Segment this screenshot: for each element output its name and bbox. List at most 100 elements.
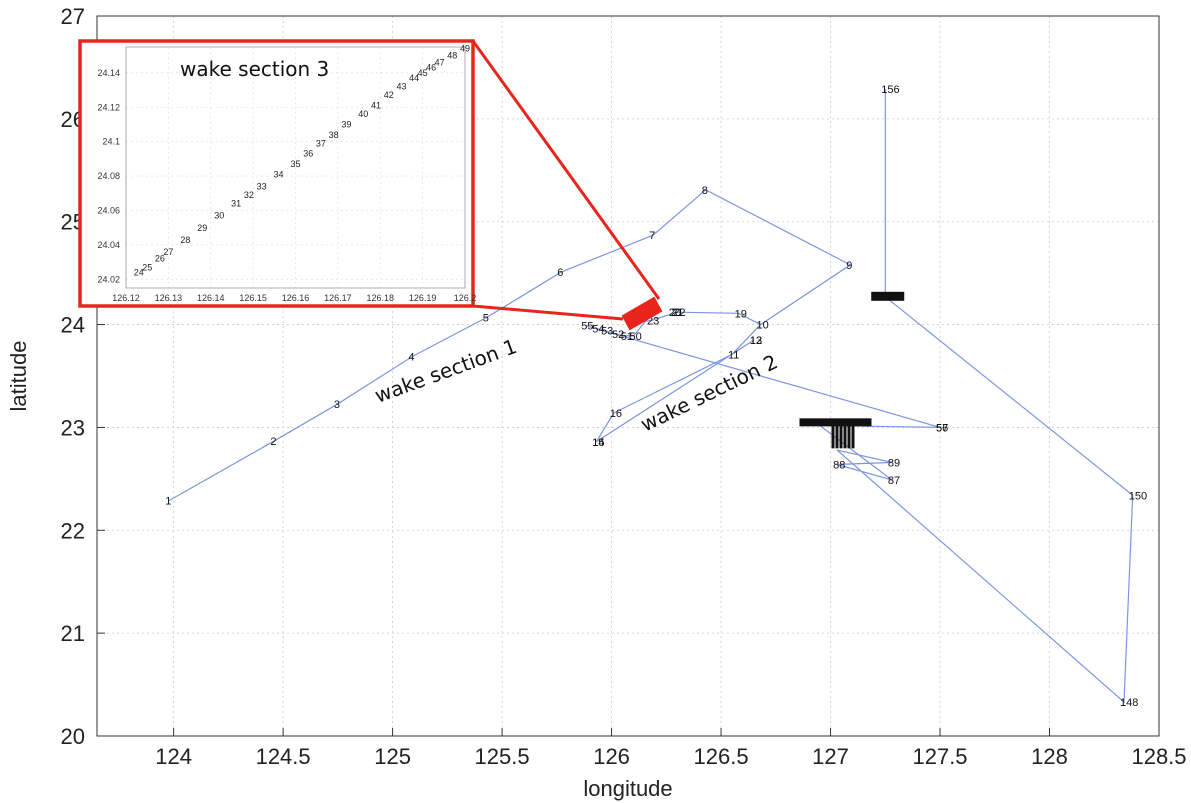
inset-x-tick-label: 126.13 bbox=[155, 293, 183, 303]
point-label: 9 bbox=[846, 260, 852, 272]
x-tick-label: 124.5 bbox=[256, 744, 311, 769]
inset-point-label: 33 bbox=[257, 181, 267, 191]
y-tick-label: 23 bbox=[61, 415, 85, 440]
x-axis-title: longitude bbox=[583, 776, 672, 801]
inset-x-tick-label: 126.18 bbox=[366, 293, 394, 303]
cluster-bar bbox=[851, 422, 855, 449]
point-label: 8 bbox=[702, 185, 708, 197]
trajectory-line bbox=[169, 89, 1134, 704]
point-label: 54 bbox=[592, 324, 604, 336]
inset-x-tick-label: 126.19 bbox=[409, 293, 437, 303]
y-axis-title: latitude bbox=[6, 341, 31, 412]
inset-point-label: 38 bbox=[329, 130, 339, 140]
inset-point-label: 29 bbox=[197, 223, 207, 233]
point-label: 19 bbox=[735, 308, 747, 320]
x-tick-label: 128.5 bbox=[1131, 744, 1186, 769]
inset-point-label: 37 bbox=[316, 138, 326, 148]
inset-point-label: 31 bbox=[231, 199, 241, 209]
cluster-bar bbox=[847, 422, 851, 449]
point-label: 4 bbox=[408, 351, 414, 363]
point-label: 88 bbox=[833, 459, 845, 471]
point-label: 57 bbox=[936, 422, 948, 434]
x-tick-label: 124 bbox=[155, 744, 192, 769]
point-label: 56 bbox=[936, 422, 948, 434]
y-tick-label: 22 bbox=[61, 518, 85, 543]
inset-y-tick-label: 24.04 bbox=[97, 240, 120, 250]
y-tick-label: 20 bbox=[61, 724, 85, 749]
inset-y-tick-label: 24.14 bbox=[97, 68, 120, 78]
inset-y-tick-label: 24.1 bbox=[102, 137, 120, 147]
inset-point-label: 32 bbox=[244, 190, 254, 200]
inset-grid bbox=[125, 47, 466, 288]
x-tick-label: 125.5 bbox=[475, 744, 530, 769]
point-label: 87 bbox=[888, 475, 900, 487]
inset-axes-box bbox=[125, 46, 466, 289]
point-label: 21 bbox=[671, 307, 683, 319]
inset-y-tick-label: 24.12 bbox=[97, 102, 120, 112]
inset-y-tick-label: 24.06 bbox=[97, 206, 120, 216]
inset-point-label: 35 bbox=[291, 159, 301, 169]
point-label: 14 bbox=[592, 437, 604, 449]
inset-x-tick-label: 126.16 bbox=[282, 293, 310, 303]
y-tick-label: 27 bbox=[61, 4, 85, 29]
inset-x-tick-label: 126.17 bbox=[324, 293, 352, 303]
point-label: 148 bbox=[1120, 697, 1138, 709]
inset-y-axis: 24.02 24.04 24.06 24.08 24.1 24.12 24.14 bbox=[97, 68, 120, 285]
point-label: 3 bbox=[334, 399, 340, 411]
inset-point-label: 41 bbox=[371, 101, 381, 111]
point-label: 1 bbox=[165, 495, 171, 507]
callout-connector-top bbox=[471, 40, 661, 300]
cluster-bar bbox=[839, 422, 843, 449]
inset-point-label: 27 bbox=[163, 247, 173, 257]
inset-point-label: 42 bbox=[384, 90, 394, 100]
point-label: 5 bbox=[483, 312, 489, 324]
y-tick-label: 21 bbox=[61, 621, 85, 646]
point-label: 50 bbox=[629, 331, 641, 343]
inset-point-label: 44 bbox=[409, 73, 419, 83]
x-tick-label: 125 bbox=[374, 744, 411, 769]
x-axis: 124 124.5 125 125.5 126 126.5 127 127.5 128 128.5 bbox=[155, 728, 1187, 769]
point-label: 6 bbox=[557, 267, 563, 279]
point-label: 11 bbox=[728, 349, 739, 361]
point-label: 16 bbox=[610, 408, 622, 420]
inset-point-label: 45 bbox=[418, 68, 428, 78]
trajectory-lines bbox=[169, 89, 1134, 704]
x-tick-label: 128 bbox=[1031, 744, 1068, 769]
point-label: 10 bbox=[756, 320, 768, 332]
inset-title: wake section 3 bbox=[180, 57, 329, 81]
point-label: 13 bbox=[750, 335, 762, 347]
cluster-bar bbox=[831, 422, 835, 449]
inset-x-tick-label: 126.14 bbox=[197, 293, 225, 303]
point-label: 89 bbox=[888, 457, 900, 469]
callout-connector-bottom bbox=[472, 304, 624, 321]
highlight-box bbox=[621, 296, 663, 331]
point-label: 2 bbox=[270, 436, 276, 448]
inset-x-tick-label: 126.2 bbox=[454, 293, 477, 303]
point-clusters bbox=[799, 291, 905, 449]
point-label: 22 bbox=[673, 307, 685, 319]
point-label: 7 bbox=[649, 230, 655, 242]
cluster-bar bbox=[843, 422, 847, 449]
cluster-mark bbox=[871, 291, 905, 301]
inset-point-label: 36 bbox=[303, 149, 313, 159]
inset-point-label: 39 bbox=[341, 119, 351, 129]
x-tick-label: 126.5 bbox=[694, 744, 749, 769]
zoom-callout bbox=[471, 40, 663, 331]
point-label: 51 bbox=[621, 331, 633, 343]
point-label: 52 bbox=[612, 329, 624, 341]
point-label: 15 bbox=[592, 437, 604, 449]
cluster-bar bbox=[835, 422, 839, 449]
point-labels: 1234567891011121314151619202122235051525… bbox=[165, 84, 1147, 709]
inset-point-label: 30 bbox=[214, 211, 224, 221]
inset-point-label: 25 bbox=[142, 262, 152, 272]
inset-point-label: 47 bbox=[435, 57, 445, 67]
plot-frame bbox=[96, 15, 1160, 737]
inset-x-axis: 126.12 126.13 126.14 126.15 126.16 126.17 126.… bbox=[112, 293, 476, 303]
inset-y-tick-label: 24.02 bbox=[97, 274, 120, 284]
inset-chart: 126.12 126.13 126.14 126.15 126.16 126.17 126.… bbox=[78, 39, 476, 308]
inset-point-label: 28 bbox=[180, 235, 190, 245]
point-label: 55 bbox=[581, 321, 593, 333]
